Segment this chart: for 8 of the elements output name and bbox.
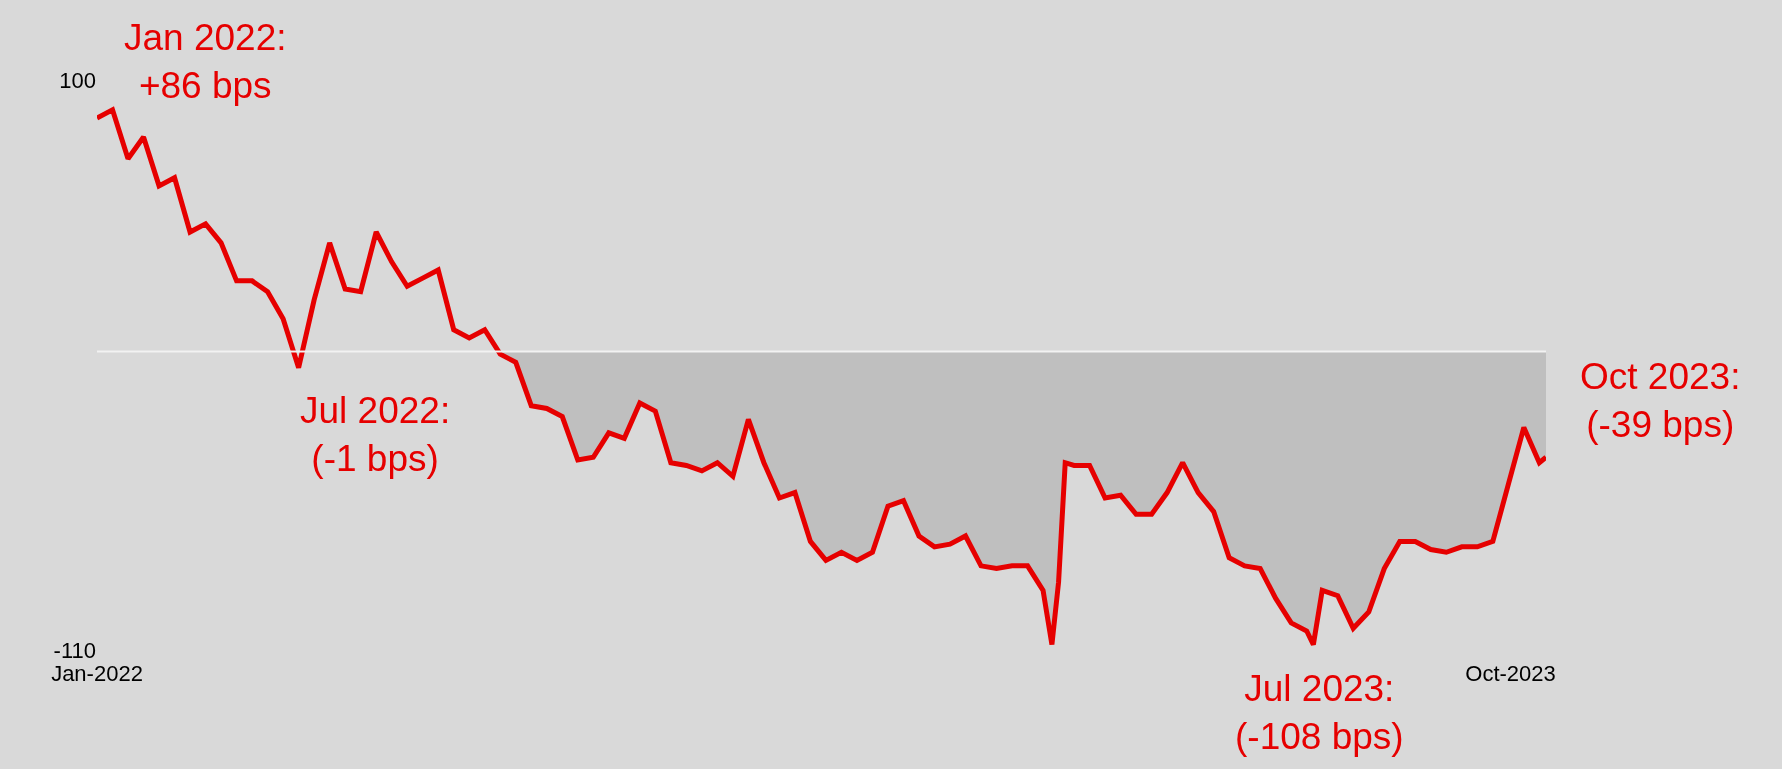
annotation: Jul 2023: (-108 bps)	[1235, 668, 1404, 758]
x-tick-label: Oct-2023	[1465, 661, 1556, 686]
annotation: Jan 2022: +86 bps	[124, 17, 287, 107]
x-tick-label: Jan-2022	[51, 661, 143, 686]
y-tick-label: 100	[59, 67, 96, 93]
annotation: Jul 2022: (-1 bps)	[300, 390, 451, 480]
y-tick-label: -110	[53, 637, 96, 663]
annotation: Oct 2023: (-39 bps)	[1580, 356, 1741, 446]
